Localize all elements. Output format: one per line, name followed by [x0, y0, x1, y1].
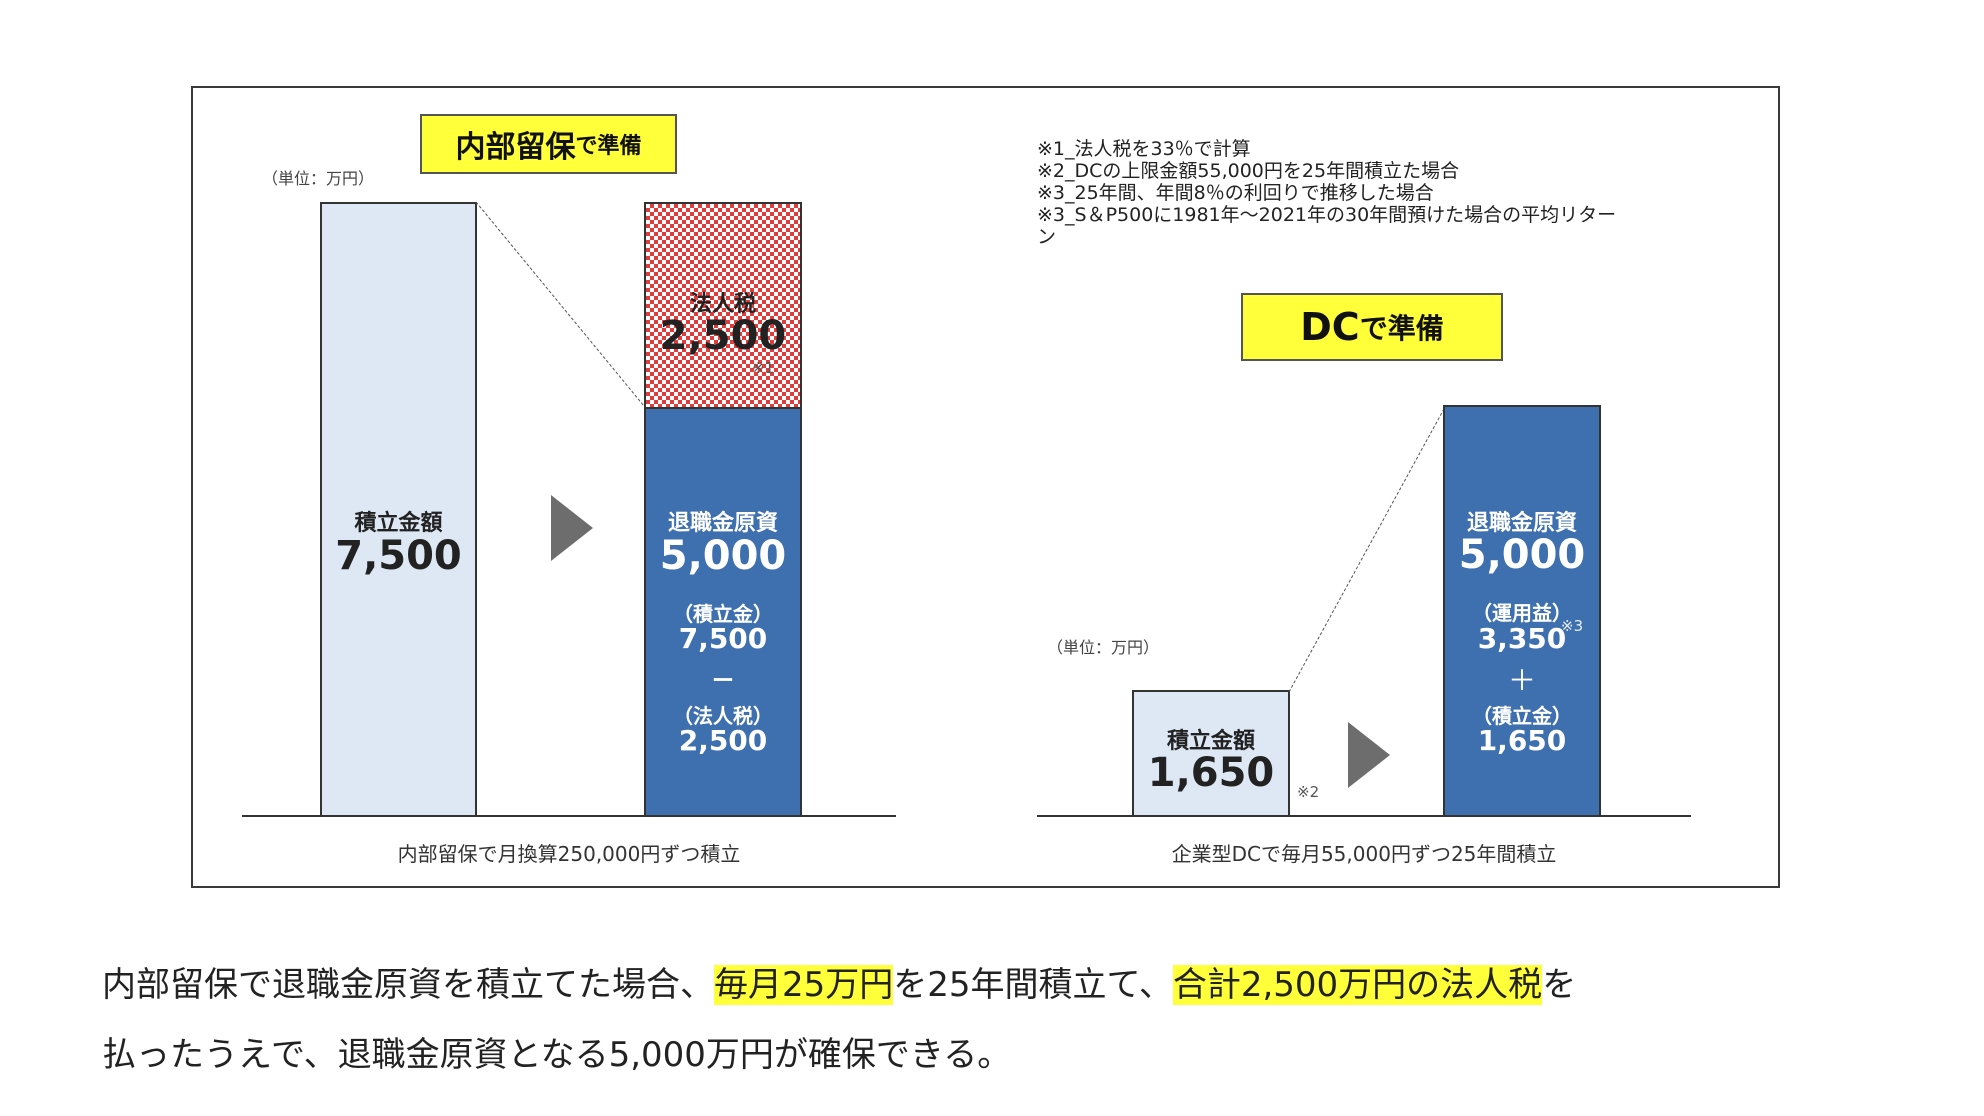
figure-frame [191, 86, 1780, 888]
left-tax-ref: ※1 [752, 359, 775, 377]
paragraph-text-1a: 内部留保で退職金原資を積立てた場合、 [102, 965, 714, 1005]
left-caption: 内部留保で月換算250,000円ずつ積立 [397, 842, 741, 866]
right-retirement-line2: 3,350 [1477, 622, 1567, 655]
right-retirement-operator: ＋ [1507, 664, 1536, 697]
right-retirement-line1: （運用益） [1472, 601, 1572, 625]
left-retirement-value: 5,000 [659, 533, 787, 579]
footnote-4-cont: ン [1037, 226, 1057, 248]
right-retirement-line4: 1,650 [1477, 724, 1567, 757]
left-title-main: 内部留保 [455, 130, 576, 165]
footnotes: ※1_法人税を33％で計算 ※2_DCの上限金額55,000円を25年間積立た場… [1037, 138, 1616, 248]
left-tax-label: 法人税 [689, 292, 756, 317]
footnote-1: ※1_法人税を33％で計算 [1037, 138, 1251, 160]
left-bar-tax-segment [644, 202, 802, 409]
left-bar-accumulated-label: 積立金額 [354, 511, 443, 536]
right-bar-accumulated-value: 1,650 [1147, 750, 1275, 796]
right-unit-label: （単位：万円） [1047, 638, 1160, 657]
paragraph-text-1b: を25年間積立て、 [893, 965, 1173, 1005]
left-retirement-operator: ー [711, 669, 734, 694]
paragraph-line-2: 払ったうえで、退職金原資となる5,000万円が確保できる。 [102, 1035, 1012, 1075]
right-bar-accumulated-label: 積立金額 [1166, 729, 1255, 754]
left-unit-label: （単位：万円） [262, 169, 375, 188]
left-connector-line [475, 201, 645, 407]
right-retirement-value: 5,000 [1458, 532, 1586, 578]
right-retirement-ref: ※3 [1561, 617, 1584, 635]
right-retirement-label: 退職金原資 [1466, 511, 1577, 536]
highlight-monthly-amount: 毎月25万円 [714, 965, 894, 1005]
right-connector-line [1288, 406, 1446, 693]
footnote-2: ※2_DCの上限金額55,000円を25年間積立た場合 [1037, 160, 1460, 182]
highlight-total-tax: 合計2,500万円の法人税 [1172, 965, 1543, 1005]
left-tax-value: 2,500 [659, 313, 787, 359]
right-title-suffix: で準備 [1359, 312, 1444, 345]
left-title-box: 内部留保 で準備 [420, 114, 677, 174]
footnote-4: ※3_S＆P500に1981年〜2021年の30年間預けた場合の平均リター [1037, 204, 1617, 226]
left-retirement-line2: 7,500 [678, 622, 768, 655]
left-arrow-icon [551, 495, 593, 561]
left-bar-accumulated-value: 7,500 [335, 533, 462, 579]
left-retirement-line4: 2,500 [678, 724, 768, 757]
left-retirement-label: 退職金原資 [667, 511, 778, 536]
paragraph-line-1: 内部留保で退職金原資を積立てた場合、毎月25万円を25年間積立て、合計2,500… [102, 963, 1576, 1007]
right-bar-accumulated [1132, 690, 1290, 817]
right-title-main: DC [1300, 305, 1360, 349]
right-accumulated-ref: ※2 [1297, 783, 1320, 801]
paragraph-text-1c: を [1542, 965, 1577, 1005]
right-title-box: DC で準備 [1241, 293, 1503, 361]
left-title-suffix: で準備 [575, 134, 642, 159]
left-baseline [242, 815, 896, 817]
left-retirement-line3: （法人税） [673, 704, 773, 728]
left-retirement-line1: （積立金） [673, 602, 773, 626]
footnote-3: ※3_25年間、年間8％の利回りで推移した場合 [1037, 182, 1434, 204]
right-arrow-icon [1348, 722, 1390, 788]
right-retirement-line3: （積立金） [1472, 704, 1572, 728]
right-baseline [1037, 815, 1691, 817]
right-caption: 企業型DCで毎月55,000円ずつ25年間積立 [1171, 842, 1557, 866]
right-bar-retirement [1443, 405, 1601, 817]
